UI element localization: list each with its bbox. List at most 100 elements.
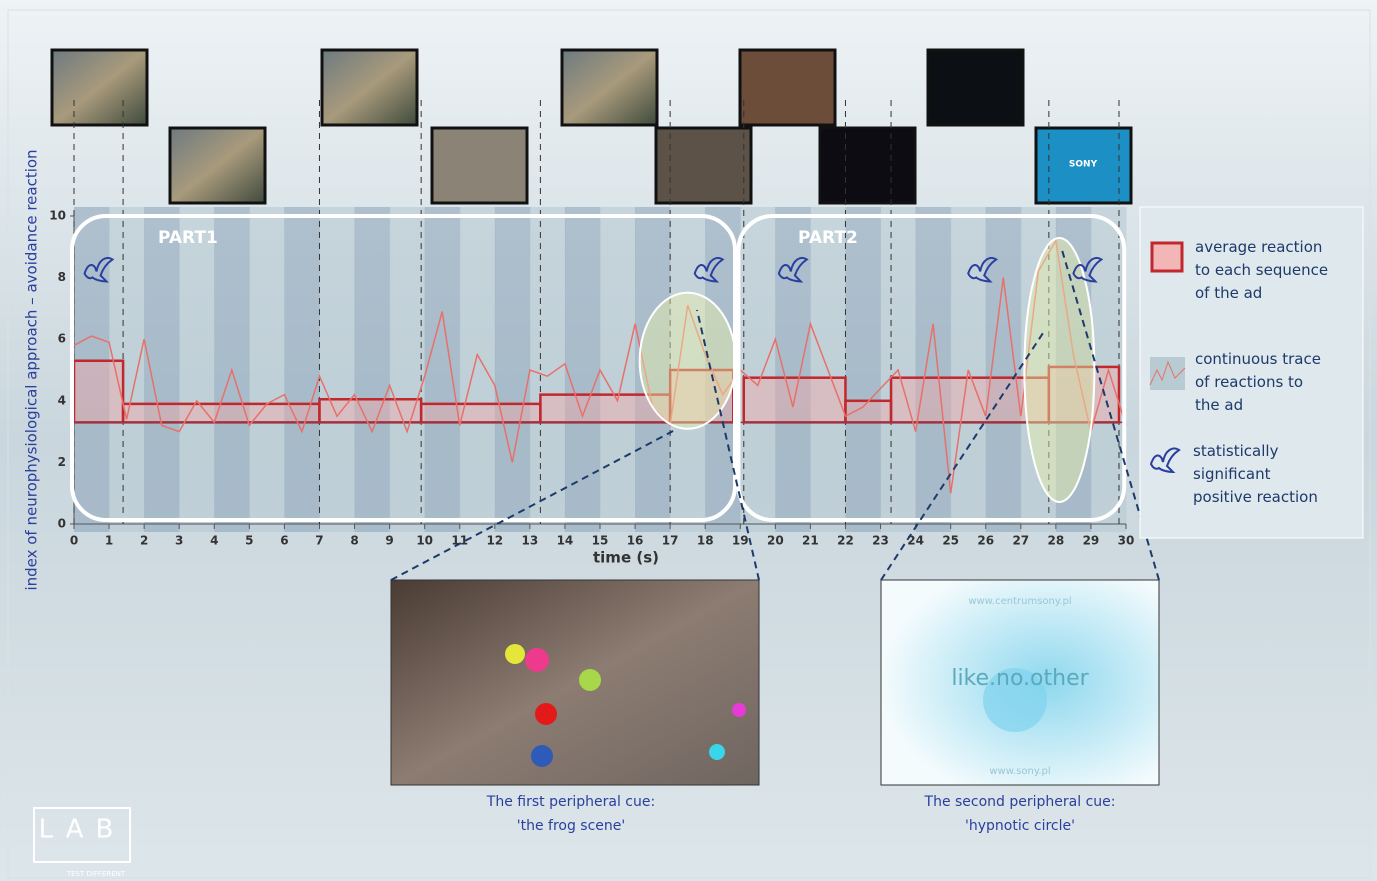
logo: LAB <box>39 815 126 845</box>
y-tick-label: 6 <box>58 332 66 346</box>
ball <box>732 703 746 717</box>
callout-line <box>696 309 760 581</box>
y-tick-label: 8 <box>58 270 66 284</box>
part-frame <box>70 214 738 522</box>
stripe <box>775 207 811 532</box>
ball <box>709 744 725 760</box>
stripe <box>284 207 320 532</box>
thumbnail <box>654 126 753 205</box>
stripe <box>494 207 531 532</box>
stripe <box>950 207 987 532</box>
x-tick-label: 21 <box>802 534 819 548</box>
stripe <box>74 207 110 532</box>
part-label: PART1 <box>158 228 218 248</box>
thumbnail-text: SONY <box>1069 160 1098 170</box>
ball <box>579 669 601 691</box>
x-tick-label: 10 <box>416 534 433 548</box>
x-tick-label: 14 <box>557 534 574 548</box>
x-tick-label: 9 <box>385 534 393 548</box>
inset-caption: 'the frog scene' <box>517 818 626 834</box>
x-tick-label: 19 <box>732 534 749 548</box>
ball <box>535 703 557 725</box>
stripe <box>424 207 461 532</box>
x-tick-label: 6 <box>280 534 288 548</box>
x-tick-label: 24 <box>907 534 924 548</box>
thumbnail <box>320 48 419 127</box>
x-tick-label: 8 <box>350 534 358 548</box>
x-tick-label: 18 <box>697 534 714 548</box>
inset-text: www.centrumsony.pl <box>968 596 1071 607</box>
stripe <box>740 207 776 532</box>
x-tick-label: 7 <box>315 534 323 548</box>
part-label: PART2 <box>798 228 858 248</box>
x-tick-label: 12 <box>486 534 503 548</box>
thumbnail <box>818 126 917 205</box>
x-tick-label: 1 <box>105 534 113 548</box>
callout-line <box>390 429 676 581</box>
dove-icon <box>83 256 115 283</box>
thumbnails: SONY <box>50 48 1133 205</box>
thumbnail <box>738 48 837 127</box>
x-tick-label: 30 <box>1118 534 1135 548</box>
step-bar <box>668 368 735 424</box>
x-tick-label: 22 <box>837 534 854 548</box>
x-tick-label: 25 <box>942 534 959 548</box>
y-tick-label: 10 <box>49 209 66 223</box>
legend-label: average reaction to each sequence of the a… <box>1195 238 1328 302</box>
x-tick-label: 15 <box>592 534 609 548</box>
highlight <box>1023 237 1096 503</box>
ball <box>525 648 549 672</box>
thumbnail <box>168 126 267 205</box>
stripe <box>845 207 882 532</box>
legend-items: average reaction to each sequence of the a… <box>1149 238 1328 506</box>
x-tick-label: 13 <box>522 534 539 548</box>
circle <box>983 668 1047 732</box>
x-tick-label: 4 <box>210 534 218 548</box>
logo-frame <box>33 807 131 863</box>
x-tick-label: 20 <box>767 534 784 548</box>
x-tick-label: 5 <box>245 534 253 548</box>
stripe <box>459 207 496 532</box>
x-tick-label: 29 <box>1083 534 1100 548</box>
stripe <box>249 207 285 532</box>
x-tick-label: 23 <box>872 534 889 548</box>
x-tick-label: 16 <box>627 534 644 548</box>
stripe <box>179 207 215 532</box>
thumbnail <box>50 48 149 127</box>
trace-line <box>73 238 1127 494</box>
y-axis-label: index of neurophysiological approach – a… <box>23 149 41 590</box>
callout-line <box>880 329 1046 581</box>
stripe <box>1055 207 1092 532</box>
ball <box>505 644 525 664</box>
stripe <box>600 207 636 532</box>
legend-swatch <box>1149 360 1186 386</box>
logo-tagline: TEST DIFFERENT <box>66 870 126 878</box>
step-bar <box>844 399 893 424</box>
y-tick-label: 4 <box>58 393 66 407</box>
inset-caption: 'hypnotic circle' <box>965 818 1075 834</box>
stripe <box>319 207 356 532</box>
x-tick-label: 0 <box>70 534 78 548</box>
inset-text: www.sony.pl <box>989 766 1050 777</box>
stripe <box>564 207 601 532</box>
frame <box>7 9 1371 879</box>
legend-label: continuous trace of reactions to the ad <box>1195 350 1321 414</box>
legend-swatch <box>1150 241 1184 273</box>
inset-image <box>390 579 760 786</box>
dove-icon <box>967 256 999 283</box>
thumbnail <box>560 48 659 127</box>
x-tick-label: 2 <box>140 534 148 548</box>
stripe <box>354 207 391 532</box>
thumbnail <box>1034 126 1133 205</box>
highlight <box>638 291 737 430</box>
stripe <box>144 207 180 532</box>
dove-icon <box>777 256 809 283</box>
thumbnail <box>430 126 529 205</box>
dove-icon <box>1149 447 1181 474</box>
x-axis-label: time (s) <box>593 549 659 567</box>
x-tick-label: 3 <box>175 534 183 548</box>
inset-caption: The first peripheral cue: <box>486 794 655 810</box>
inset-text: like.no.other <box>951 666 1089 691</box>
